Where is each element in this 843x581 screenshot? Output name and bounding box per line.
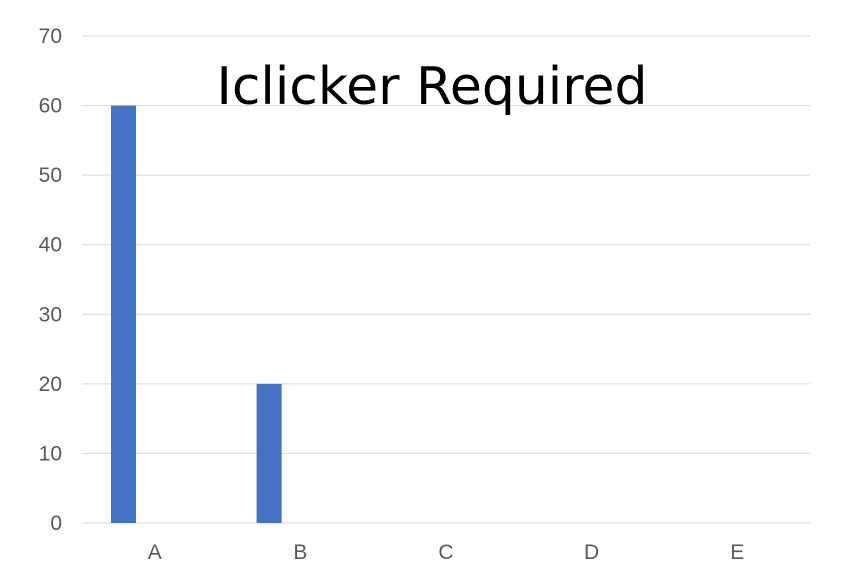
y-tick-label: 20: [39, 373, 62, 396]
bar-b: [256, 383, 282, 523]
y-tick-label: 30: [39, 303, 62, 326]
y-tick-label: 50: [39, 164, 62, 187]
x-tick-label: C: [438, 541, 453, 564]
x-tick-label: E: [730, 541, 744, 564]
y-tick-label: 40: [39, 234, 62, 257]
y-tick-label: 60: [39, 95, 62, 118]
x-tick-label: D: [584, 541, 599, 564]
gridlines: [82, 35, 810, 524]
y-axis-tick-labels: 0 10 20 30 40 50 60 70: [39, 25, 62, 535]
x-axis-tick-labels: A B C D E: [148, 541, 744, 564]
x-tick-label: B: [293, 541, 307, 564]
x-tick-label: A: [148, 541, 162, 564]
y-tick-label: 0: [50, 512, 62, 535]
bar-a: [111, 105, 136, 524]
y-tick-label: 70: [39, 25, 62, 48]
y-tick-label: 10: [39, 442, 62, 465]
bars: [111, 105, 282, 524]
chart-title: Iclicker Required: [216, 57, 647, 117]
